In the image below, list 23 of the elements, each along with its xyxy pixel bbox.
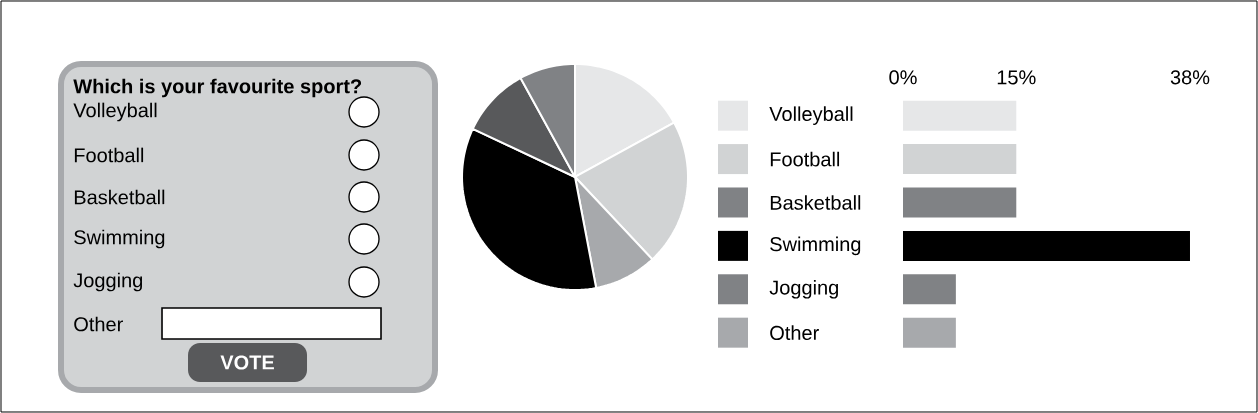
category-label: Volleyball (73, 102, 157, 122)
y-tick-label: Other (770, 325, 819, 341)
x-tick-label: 0% (889, 70, 917, 85)
category-label: Basketball (74, 189, 165, 205)
x-tick-label: 15% (997, 70, 1036, 85)
y-tick-label: Swimming (770, 236, 861, 256)
text: Which is your favourite sport? (73, 78, 362, 98)
category-label: Other (74, 316, 123, 332)
bar (903, 187, 1017, 218)
bar (903, 144, 1017, 175)
y-tick-label: Volleyball (769, 106, 853, 125)
x-tick-label: 38% (1170, 70, 1210, 85)
category-label: Swimming (74, 229, 165, 249)
category-label: Jogging (73, 272, 143, 292)
category-label: Football (74, 147, 144, 163)
y-tick-label: Basketball (770, 195, 861, 210)
text: VOTE (220, 355, 274, 370)
bar (903, 274, 956, 305)
y-tick-label: Jogging (769, 279, 838, 299)
bar (903, 317, 956, 348)
bar (903, 100, 1017, 131)
bar (903, 230, 1190, 261)
y-tick-label: Football (770, 151, 840, 167)
